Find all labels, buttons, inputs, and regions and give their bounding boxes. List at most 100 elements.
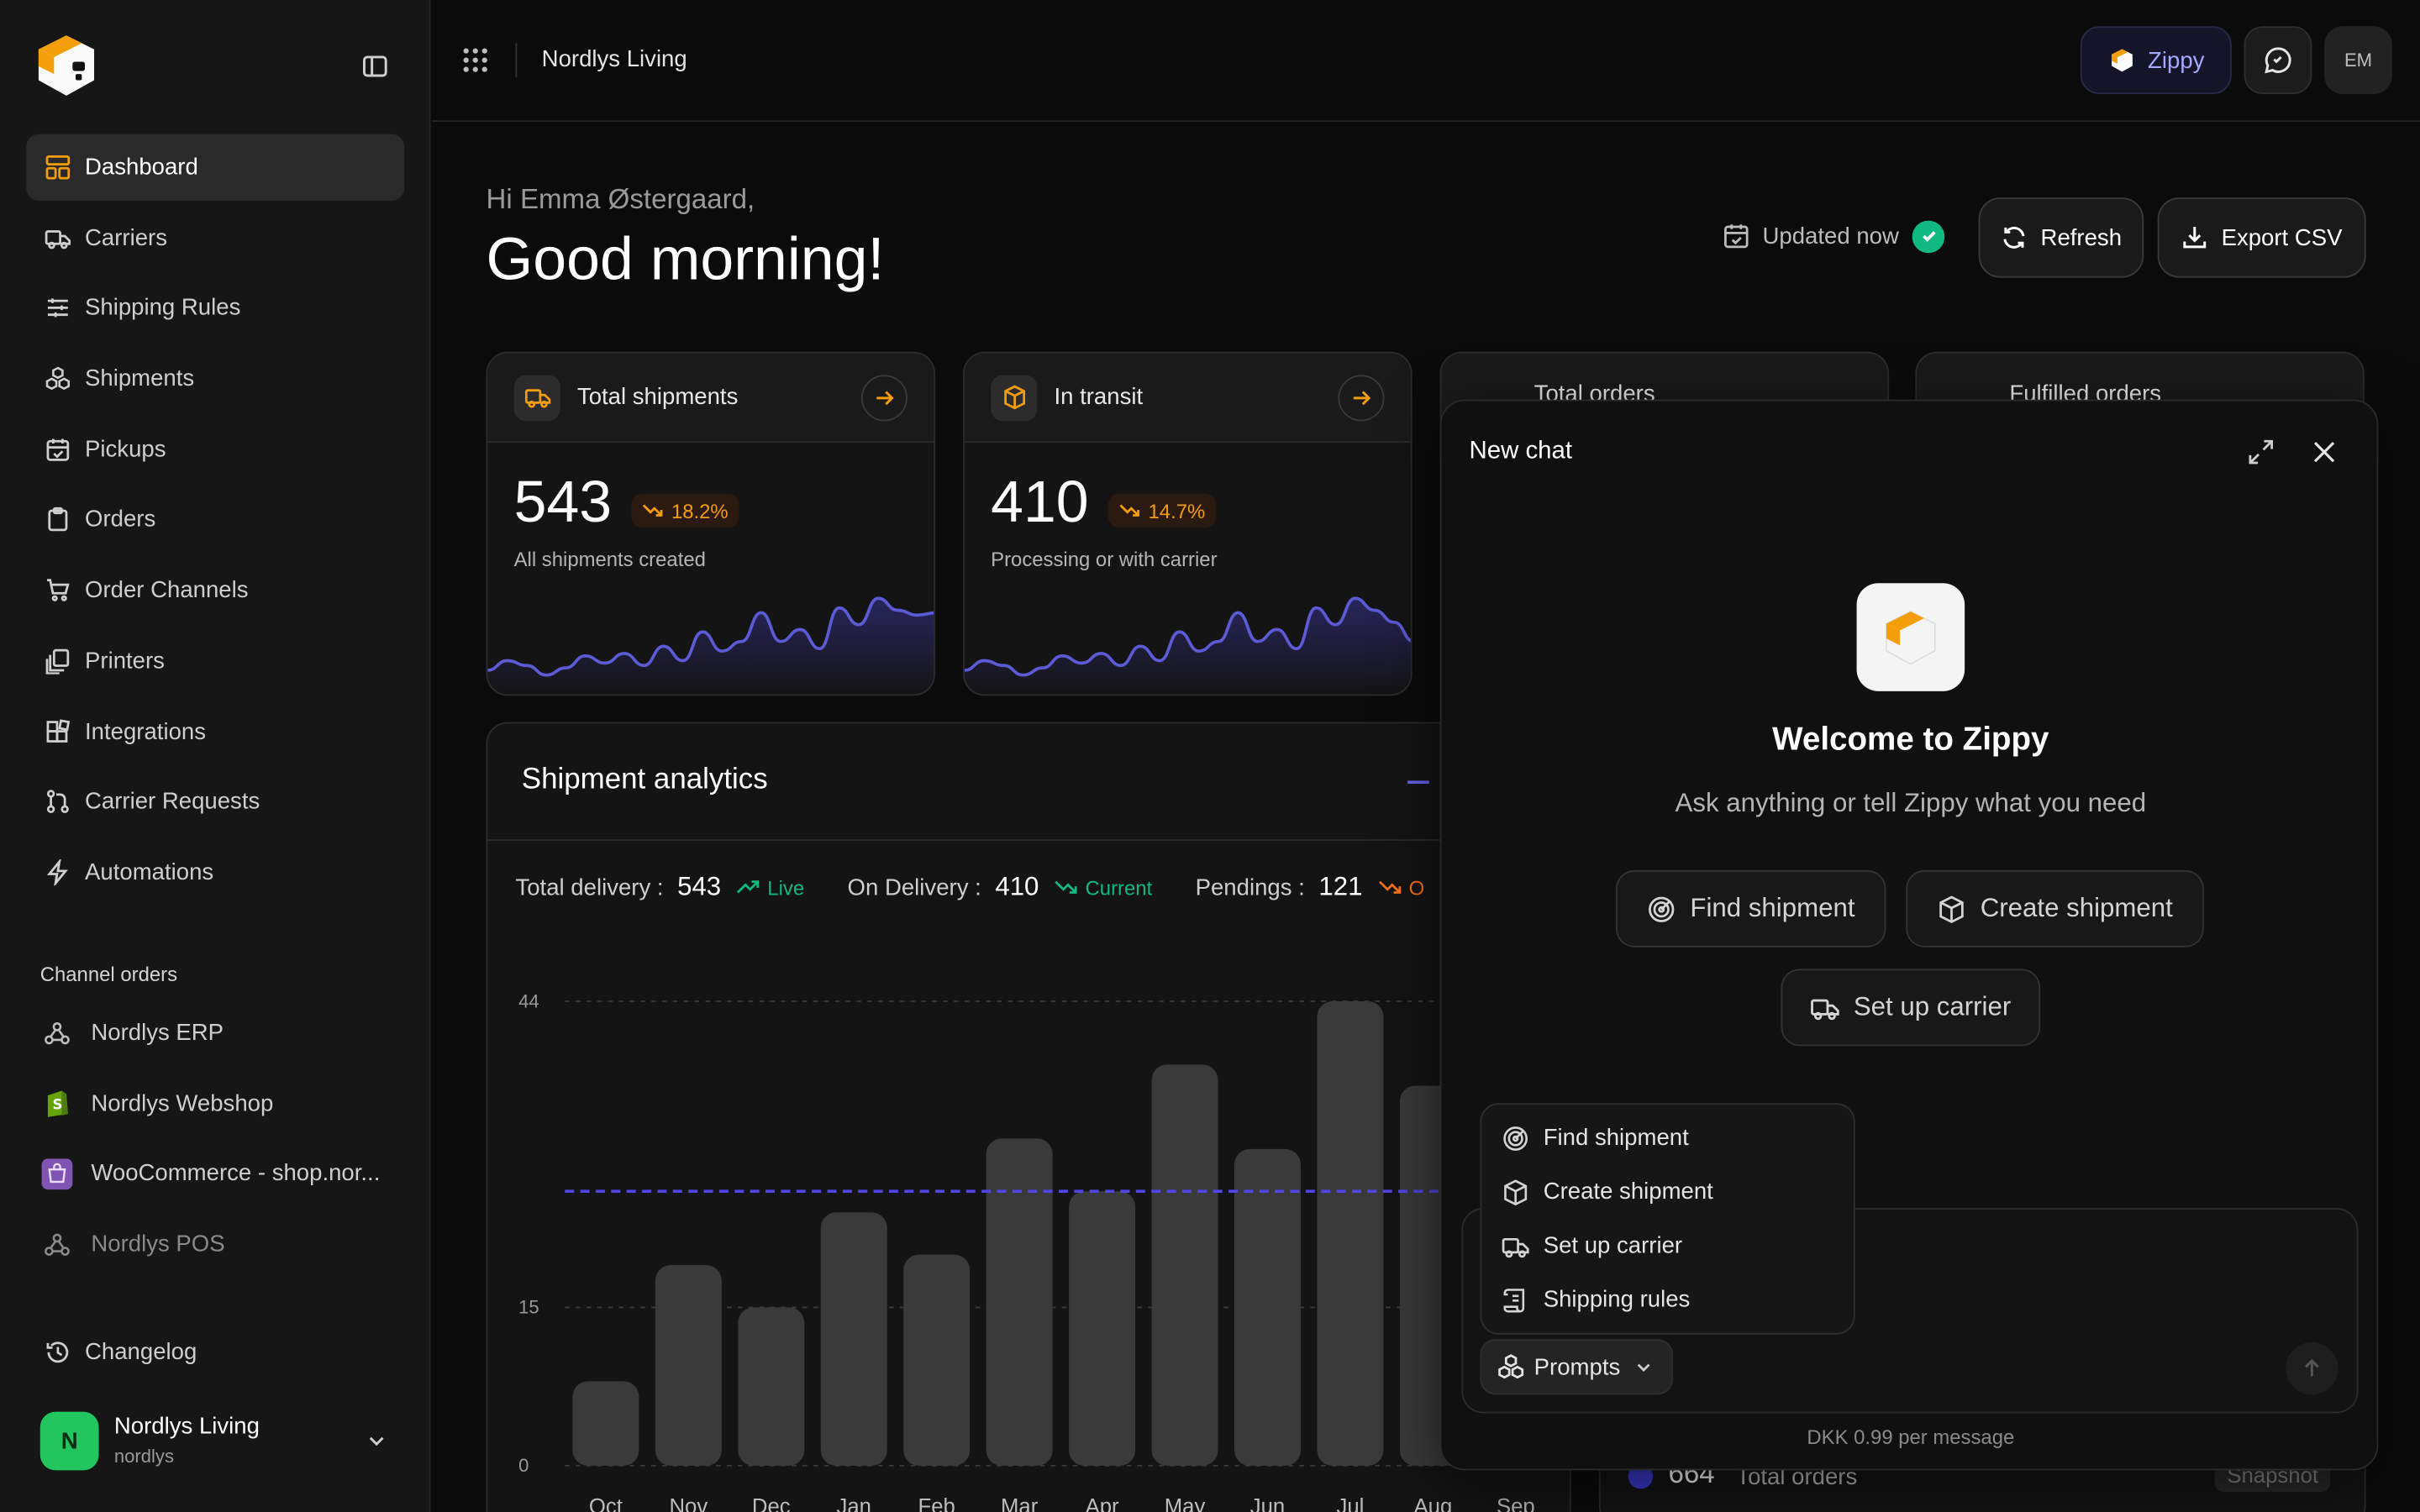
- cart-icon: [45, 577, 71, 603]
- channel-item-woocommerce[interactable]: WooCommerce - shop.nor...: [26, 1141, 404, 1207]
- export-csv-button[interactable]: Export CSV: [2157, 197, 2366, 278]
- shopify-icon: S: [42, 1088, 73, 1119]
- nav-label: Integrations: [85, 717, 206, 745]
- channel-item-pos[interactable]: Nordlys POS: [26, 1211, 404, 1278]
- prompt-label: Set up carrier: [1543, 1232, 1683, 1259]
- updated-label: Updated now: [1762, 223, 1899, 249]
- chat-bubble-button[interactable]: [2244, 26, 2312, 95]
- bar-feb[interactable]: [903, 1254, 971, 1466]
- trend-down-badge: 18.2%: [631, 493, 739, 528]
- nav-item-dashboard[interactable]: Dashboard: [26, 134, 405, 201]
- sparkline-chart: [964, 596, 1411, 695]
- bar-jun[interactable]: [1234, 1148, 1301, 1466]
- apps-grid-icon[interactable]: [461, 46, 489, 74]
- user-avatar[interactable]: EM: [2324, 26, 2392, 95]
- nav-item-orders[interactable]: Orders: [26, 486, 404, 553]
- bar-nov[interactable]: [655, 1265, 722, 1466]
- prompt-find-shipment[interactable]: Find shipment: [1481, 1110, 1854, 1164]
- chat-subtitle: Ask anything or tell Zippy what you need: [1675, 788, 2147, 818]
- nav-item-shipments[interactable]: Shipments: [26, 346, 404, 412]
- scroll-icon: [1503, 1288, 1525, 1312]
- topbar-divider: [515, 43, 518, 77]
- suggestion-create-shipment[interactable]: Create shipment: [1906, 869, 2204, 948]
- calendar-check-icon: [45, 436, 71, 462]
- refresh-button[interactable]: Refresh: [1978, 197, 2144, 278]
- prompt-label: Shipping rules: [1543, 1286, 1691, 1314]
- nav-item-order-channels[interactable]: Order Channels: [26, 557, 404, 623]
- nav-label: Dashboard: [85, 154, 198, 181]
- prompt-shipping-rules[interactable]: Shipping rules: [1481, 1273, 1854, 1326]
- send-button[interactable]: [2286, 1341, 2338, 1395]
- changelog-section: Changelog: [26, 1319, 404, 1389]
- stat-card-in-transit[interactable]: In transit 410 14.7% Processing or with …: [963, 351, 1413, 696]
- shipment-analytics-panel: Shipment analytics Total delivery : 543 …: [486, 722, 1571, 1512]
- x-tick-label: Dec: [752, 1495, 791, 1512]
- account-avatar: N: [39, 1411, 99, 1471]
- prompt-create-shipment[interactable]: Create shipment: [1481, 1165, 1854, 1219]
- top-bar: Nordlys Living Zippy EM: [432, 0, 2420, 123]
- clipboard-icon: [45, 507, 71, 533]
- current-tag: Current: [1055, 875, 1152, 899]
- main-nav: Dashboard Carriers Shipping Rules Shipme…: [26, 134, 405, 910]
- bar-jul[interactable]: [1317, 1001, 1384, 1466]
- nav-item-integrations[interactable]: Integrations: [26, 698, 404, 764]
- x-tick-label: Sep: [1497, 1495, 1535, 1512]
- prompts-menu: Find shipment Create shipment Set up car…: [1480, 1103, 1855, 1335]
- webhook-icon: [42, 1017, 73, 1048]
- stat-card-total-shipments[interactable]: Total shipments 543 18.2% All shipments …: [486, 351, 936, 696]
- expand-icon[interactable]: [2247, 438, 2275, 466]
- woocommerce-icon: [41, 1158, 73, 1189]
- y-tick-label: 0: [518, 1455, 529, 1476]
- bar-jan[interactable]: [820, 1212, 887, 1466]
- nav-item-printers[interactable]: Printers: [26, 627, 404, 694]
- trend-down-icon: [1055, 880, 1077, 894]
- nav-label: Changelog: [85, 1339, 197, 1366]
- message-price: DKK 0.99 per message: [1807, 1425, 2015, 1449]
- channel-label: Nordlys POS: [91, 1231, 225, 1258]
- prompts-button[interactable]: Prompts: [1480, 1339, 1673, 1395]
- sparkline-line: [964, 596, 1411, 677]
- nav-item-carrier-requests[interactable]: Carrier Requests: [26, 769, 404, 835]
- prompt-set-up-carrier[interactable]: Set up carrier: [1481, 1219, 1854, 1273]
- dashboard-icon: [45, 155, 71, 181]
- sparkline-chart: [487, 596, 934, 695]
- total-delivery-label: Total delivery :: [515, 874, 664, 900]
- account-switcher[interactable]: N Nordlys Living nordlys: [39, 1407, 395, 1475]
- sidebar-toggle-icon[interactable]: [361, 52, 389, 80]
- zippy-chat-panel: New chat Welcome to Zippy Ask anything o…: [1439, 399, 2379, 1471]
- close-icon[interactable]: [2311, 438, 2338, 466]
- app-logo[interactable]: [29, 28, 103, 102]
- bar-apr[interactable]: [1069, 1191, 1136, 1466]
- arrow-right-icon[interactable]: [860, 375, 908, 422]
- suggestion-set-up-carrier[interactable]: Set up carrier: [1781, 969, 2041, 1047]
- bar-mar[interactable]: [986, 1138, 1053, 1466]
- channel-label: Nordlys Webshop: [91, 1089, 274, 1117]
- zippy-logo-icon: [2107, 46, 2135, 74]
- zippy-button[interactable]: Zippy: [2080, 26, 2232, 95]
- pending-tag: O: [1378, 875, 1424, 899]
- nav-label: Order Channels: [85, 577, 249, 604]
- x-tick-label: Aug: [1414, 1495, 1453, 1512]
- export-label: Export CSV: [2221, 224, 2343, 251]
- nav-item-changelog[interactable]: Changelog: [26, 1319, 404, 1385]
- channel-item-webshop[interactable]: S Nordlys Webshop: [26, 1070, 404, 1137]
- bar-oct[interactable]: [572, 1381, 639, 1466]
- y-tick-label: 44: [518, 990, 539, 1011]
- truck-icon: [45, 225, 71, 251]
- arrow-right-icon[interactable]: [1338, 375, 1385, 422]
- channel-list: Nordlys ERP S Nordlys Webshop WooCommerce…: [26, 1000, 404, 1282]
- nav-item-shipping-rules[interactable]: Shipping Rules: [26, 276, 404, 342]
- channel-item-erp[interactable]: Nordlys ERP: [26, 1000, 404, 1066]
- legend-average-marker: [1407, 780, 1429, 785]
- nav-item-carriers[interactable]: Carriers: [26, 205, 404, 271]
- bar-dec[interactable]: [738, 1307, 805, 1466]
- nav-label: Carrier Requests: [85, 788, 260, 816]
- bar-may[interactable]: [1151, 1064, 1218, 1466]
- check-circle-icon: [1912, 219, 1945, 253]
- nav-item-automations[interactable]: Automations: [26, 839, 404, 906]
- suggestion-find-shipment[interactable]: Find shipment: [1616, 869, 1886, 948]
- trend-down-badge: 14.7%: [1107, 493, 1217, 528]
- trend-down-icon: [1378, 880, 1401, 894]
- nav-item-pickups[interactable]: Pickups: [26, 416, 404, 482]
